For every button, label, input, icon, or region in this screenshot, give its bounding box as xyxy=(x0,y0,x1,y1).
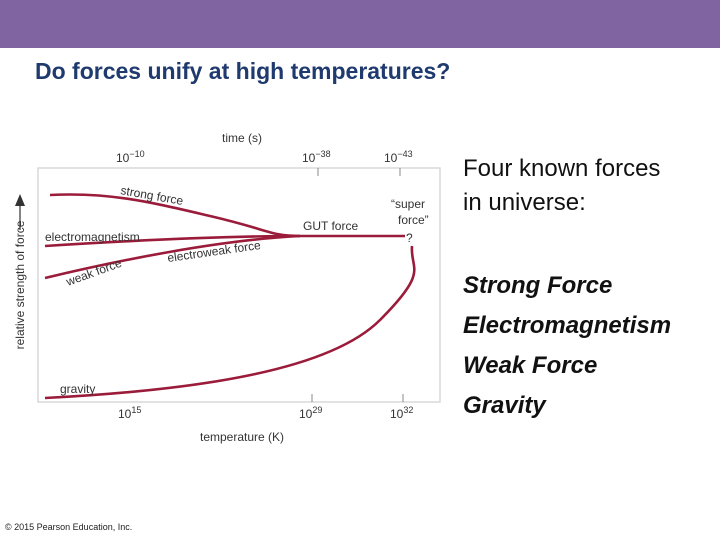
strong-curve xyxy=(49,193,405,238)
bottom-tick-label: 1032 xyxy=(390,405,413,421)
intro-line: Four known forces xyxy=(463,155,661,182)
header-bar xyxy=(0,0,720,48)
bottom-tick-label: 1015 xyxy=(118,405,141,421)
gravity-curve xyxy=(44,245,416,400)
curve-label: GUT force xyxy=(303,219,358,233)
tick-exp: 15 xyxy=(131,405,141,415)
tick-exp: 32 xyxy=(403,405,413,415)
top-axis-label: time (s) xyxy=(222,131,262,145)
curve-label: “super xyxy=(391,197,425,211)
tick-exp: −43 xyxy=(397,149,412,159)
tick-base: 10 xyxy=(384,151,398,165)
force-diagram: time (s) temperature (K) relative streng… xyxy=(13,131,441,444)
tick-exp: 29 xyxy=(312,405,322,415)
top-tick-label: 10−38 xyxy=(302,149,331,165)
tick-base: 10 xyxy=(118,407,132,421)
curve-label: force” xyxy=(398,213,429,227)
force-list: Strong Force Electromagnetism Weak Force… xyxy=(463,266,671,426)
tick-base: 10 xyxy=(302,151,316,165)
top-tick-label: 10−43 xyxy=(384,149,413,165)
tick-base: 10 xyxy=(299,407,313,421)
plot-frame xyxy=(37,167,441,403)
curve-label: gravity xyxy=(60,382,95,396)
tick-exp: −38 xyxy=(315,149,330,159)
curve-label: ? xyxy=(406,231,413,245)
slide-title: Do forces unify at high temperatures? xyxy=(35,58,451,84)
top-tick-label: 10−10 xyxy=(116,149,145,165)
list-item: Electromagnetism xyxy=(463,312,672,339)
body-text: Four known forces in universe: Strong Fo… xyxy=(463,152,671,426)
tick-base: 10 xyxy=(116,151,130,165)
list-item: Strong Force xyxy=(463,272,613,299)
list-item: Weak Force xyxy=(463,352,598,379)
arrow-head xyxy=(15,194,25,206)
tick-base: 10 xyxy=(390,407,404,421)
curve-label: electromagnetism xyxy=(45,230,140,244)
intro-line: in universe: xyxy=(463,189,586,216)
weak-curve xyxy=(44,234,301,280)
bottom-axis-label: temperature (K) xyxy=(200,430,284,444)
list-item: Gravity xyxy=(463,392,546,419)
tick-exp: −10 xyxy=(129,149,144,159)
bottom-tick-label: 1029 xyxy=(299,405,322,421)
em-curve xyxy=(44,234,301,248)
y-axis-label: relative strength of force xyxy=(13,220,27,349)
footer-credit: © 2015 Pearson Education, Inc. xyxy=(5,522,133,532)
